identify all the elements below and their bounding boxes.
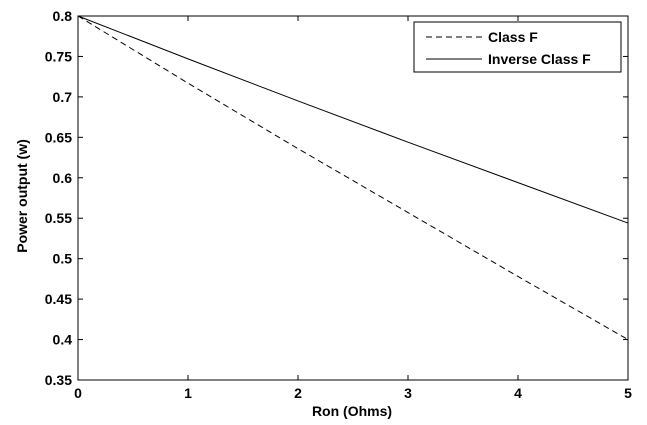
legend: Class F Inverse Class F	[413, 21, 622, 73]
plot-area	[78, 16, 628, 380]
x-tick-label: 5	[624, 385, 632, 401]
axes-layer	[77, 15, 629, 381]
y-tick-label: 0.8	[53, 8, 73, 24]
legend-label-2: Inverse Class F	[488, 51, 591, 67]
legend-box	[413, 21, 622, 73]
series-line-2	[77, 15, 629, 224]
y-tick-label: 0.45	[45, 291, 72, 307]
x-tick-label: 2	[294, 385, 302, 401]
y-tick-label: 0.4	[53, 332, 73, 348]
y-axis-label: Power output (w)	[14, 139, 30, 253]
y-tick-label: 0.75	[45, 48, 72, 64]
series-line-1	[77, 15, 629, 340]
y-tick-label: 0.65	[45, 129, 72, 145]
y-tick-label: 0.35	[45, 372, 72, 388]
series-layer	[77, 15, 629, 340]
x-axis-label: Ron (Ohms)	[312, 403, 392, 419]
y-tick-label: 0.55	[45, 210, 72, 226]
y-tick-label: 0.5	[53, 251, 73, 267]
axes-frame	[77, 15, 629, 381]
y-tick-label: 0.6	[53, 170, 73, 186]
legend-label-1: Class F	[488, 29, 538, 45]
plot-background	[78, 16, 628, 380]
x-tick-label: 3	[404, 385, 412, 401]
tick-layer: 0 1 2 3 4 5 0.35 0.4 0.45 0.5 0.55 0.6 0.65 0.7 0.75 0.…	[45, 8, 632, 401]
x-tick-label: 4	[514, 385, 522, 401]
x-tick-label: 1	[184, 385, 192, 401]
y-tick-label: 0.7	[53, 89, 73, 105]
x-tick-label: 0	[74, 385, 82, 401]
